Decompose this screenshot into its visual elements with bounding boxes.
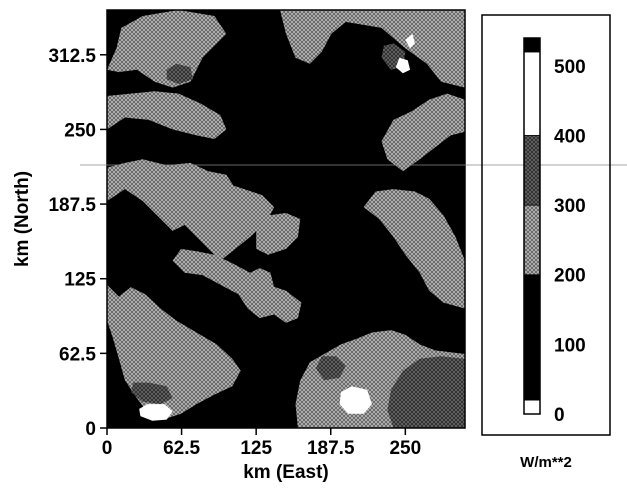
region-light-4 [107, 91, 227, 139]
y-tick-label: 0 [85, 419, 96, 440]
colorbar-frame [481, 14, 611, 436]
x-axis: 0 62.5 125 187.5 250 [102, 428, 421, 459]
y-tick-label: 250 [64, 120, 96, 141]
region-white-20 [395, 57, 411, 74]
y-tick-label: 187.5 [48, 195, 96, 216]
colorbar-band [523, 51, 541, 136]
colorbar-band [523, 135, 541, 206]
colorbar: 0 100 200 300 400 500 W/m**2 [481, 14, 611, 471]
y-axis-title: km (North) [12, 171, 33, 267]
y-axis: 0 62.5 125 187.5 250 312.5 [48, 46, 107, 440]
colorbar-band [523, 204, 541, 276]
region-white-18 [339, 386, 372, 414]
plot-frame [106, 9, 466, 429]
region-dark-14 [315, 356, 346, 381]
region-light-8 [363, 189, 465, 309]
y-tick-label: 62.5 [59, 344, 96, 365]
region-light-6 [280, 10, 465, 88]
region-white-19 [139, 404, 173, 421]
colorbar-tick-label: 400 [554, 126, 586, 147]
x-axis-title: km (East) [243, 462, 329, 483]
x-tick-label: 125 [240, 438, 272, 459]
region-light-7 [381, 93, 465, 172]
region-light-0 [107, 159, 275, 261]
colorbar-unit-label: W/m**2 [520, 454, 572, 471]
x-tick-label: 250 [389, 438, 421, 459]
x-tick-label: 187.5 [307, 438, 355, 459]
region-light-10 [250, 268, 275, 295]
region-dark-15 [130, 382, 173, 405]
x-tick-label: 62.5 [163, 438, 200, 459]
region-light-2 [172, 248, 302, 323]
region-white-21 [405, 33, 415, 49]
colorbar-strip-outline [523, 37, 541, 415]
region-dark-13 [387, 356, 465, 428]
region-light-5 [107, 10, 227, 88]
region-light-12 [423, 16, 465, 49]
x-tick-label: 0 [102, 438, 113, 459]
colorbar-band [523, 399, 541, 415]
colorbar-tick-label: 500 [554, 57, 586, 78]
y-tick-label: 125 [64, 270, 96, 291]
region-light-3 [256, 213, 301, 255]
colorbar-band [523, 274, 541, 401]
plot-area [106, 9, 466, 429]
colorbar-band [523, 37, 541, 53]
colorbar-tick-label: 100 [554, 335, 586, 356]
colorbar-tick-label: 0 [554, 405, 565, 426]
y-tick-label: 312.5 [48, 46, 96, 67]
region-dark-16 [166, 63, 193, 84]
colorbar-tick-label: 200 [554, 266, 586, 287]
region-light-11 [196, 171, 236, 196]
colorbar-tick-label: 300 [554, 196, 586, 217]
